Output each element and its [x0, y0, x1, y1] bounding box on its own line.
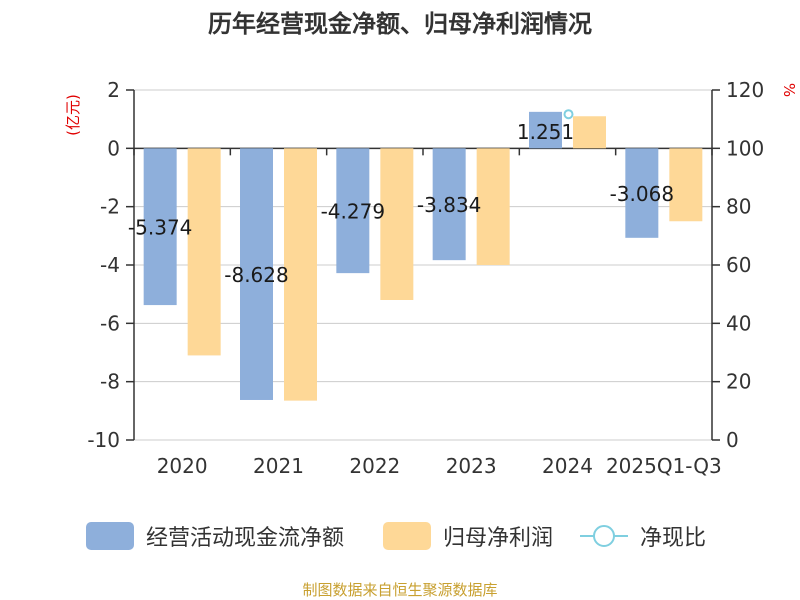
legend-swatch-cashflow: [86, 522, 134, 550]
x-tick-label: 2022: [349, 454, 400, 478]
data-label: -8.628: [224, 263, 288, 287]
y-tick-label-right: 80: [726, 195, 751, 219]
y-tick-label-right: 120: [726, 78, 764, 102]
y-tick-label-left: -10: [87, 428, 120, 452]
y-tick-label-left: -6: [100, 311, 120, 335]
legend-label-net-profit: 归母净利润: [443, 526, 553, 551]
bar-net-profit: [669, 148, 703, 222]
x-tick-label: 2023: [446, 454, 497, 478]
bar-net-profit: [284, 148, 317, 401]
y-tick-label-left: -4: [100, 253, 120, 277]
bars: [143, 111, 703, 401]
bar-cashflow: [336, 148, 370, 274]
y-tick-label-right: 40: [726, 311, 751, 335]
data-label: -5.374: [128, 216, 192, 240]
y-tick-label-right: 0: [726, 428, 739, 452]
bar-cashflow: [143, 148, 177, 306]
gridlines: [134, 89, 712, 441]
legend-swatch-net-profit: [383, 522, 431, 550]
legend-label-cashflow: 经营活动现金流净额: [146, 526, 344, 551]
data-label: 1.251: [517, 120, 574, 144]
data-label: -3.068: [610, 182, 674, 206]
x-tick-label: 2021: [253, 454, 304, 478]
y-tick-label-left: 0: [107, 136, 120, 160]
bar-cashflow: [432, 148, 466, 261]
ratio-point: [563, 109, 574, 120]
bar-net-profit: [573, 116, 606, 149]
y-tick-label-right: 20: [726, 370, 751, 394]
ratio-line: [563, 109, 574, 120]
y-tick-label-left: 2: [107, 78, 120, 102]
data-labels: -5.374 -8.628 -4.279 -3.834 1.251 -3.068: [128, 120, 674, 287]
chart-title: 历年经营现金净额、归母净利润情况: [208, 10, 592, 38]
bar-net-profit: [476, 148, 510, 265]
bar-cashflow: [529, 111, 562, 149]
legend-label-ratio: 净现比: [640, 526, 706, 551]
x-tick-label: 2020: [157, 454, 208, 478]
bar-cashflow: [240, 148, 273, 400]
y-tick-label-left: -2: [100, 195, 120, 219]
source-note: 制图数据来自恒生聚源数据库: [302, 581, 497, 599]
y-axis-left-label: (亿元): [64, 94, 82, 136]
y-tick-label-left: -8: [100, 370, 120, 394]
legend: 经营活动现金流净额 归母净利润 净现比: [86, 522, 706, 551]
data-label: -4.279: [321, 200, 385, 224]
legend-marker-ratio: [593, 525, 615, 547]
y-tick-label-right: 100: [726, 136, 764, 160]
x-tick-label: 2024: [542, 454, 593, 478]
x-tick-label: 2025Q1-Q3: [606, 454, 722, 478]
bar-cashflow: [625, 148, 659, 238]
bar-net-profit: [187, 148, 221, 356]
data-label: -3.834: [417, 193, 481, 217]
bar-net-profit: [380, 148, 414, 300]
y-axis-right-label: %: [780, 83, 798, 97]
y-tick-label-right: 60: [726, 253, 751, 277]
